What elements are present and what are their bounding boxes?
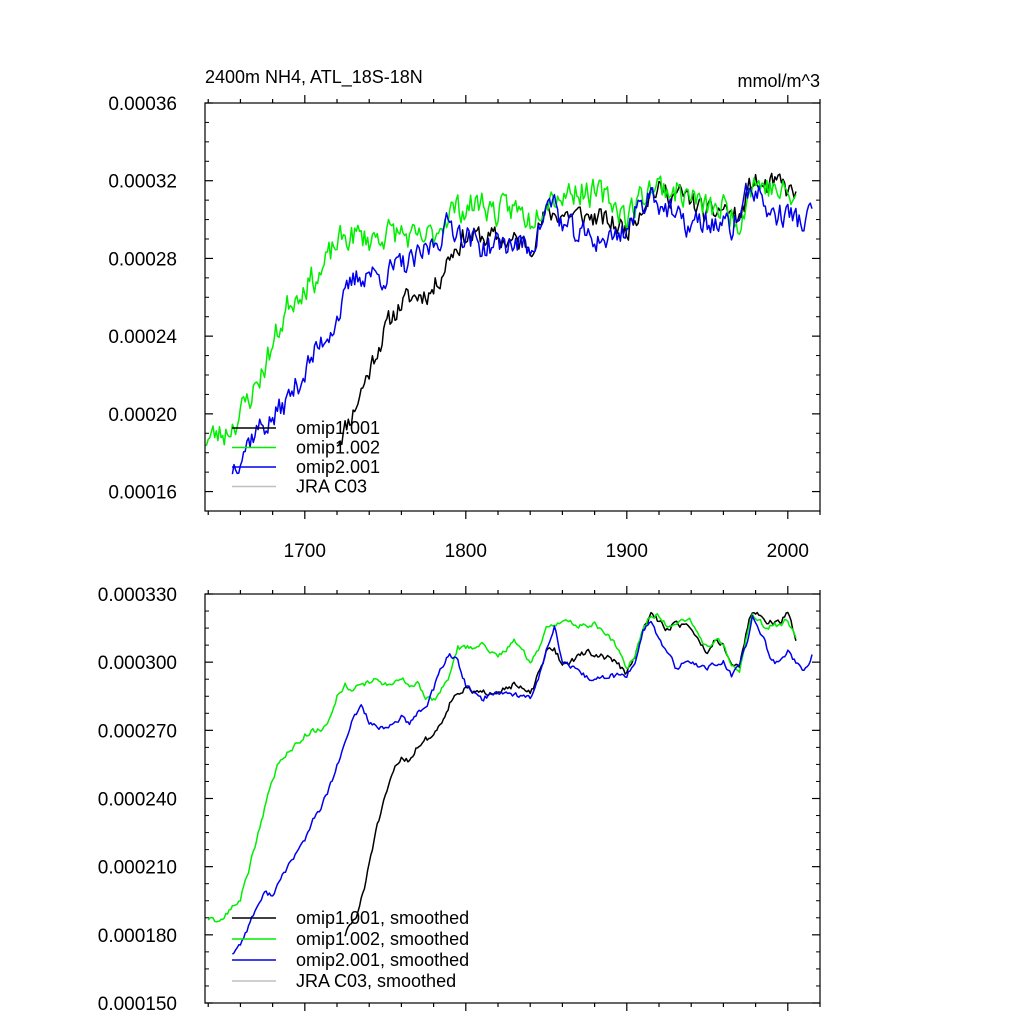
y-tick-label-top: 0.00028 [108,249,177,270]
y-tick-label-top: 0.00024 [108,327,177,348]
y-tick-label-bottom: 0.000150 [98,994,177,1015]
x-tick-label: 1900 [606,541,648,562]
panel-bottom: 0.000150 0.000180 0.000210 0.000240 0.000270… [98,585,821,1015]
legend-label-top: omip1.002 [296,438,380,458]
y-tick-label-bottom: 0.000180 [98,926,177,947]
y-tick-label-bottom: 0.000210 [98,858,177,879]
units-label: mmol/m^3 [738,71,820,91]
chart-title: 2400m NH4, ATL_18S-18N [205,67,423,88]
legend-label-bottom: omip1.002, smoothed [296,929,469,949]
y-tick-label-top: 0.00016 [108,483,177,504]
panel-top: 0.00016 0.00020 0.00024 0.00028 0.00032 0.000… [108,94,821,562]
series-line-omip1-001-bottom [344,611,797,937]
x-tick-label: 1700 [284,541,326,562]
legend-label-top: omip2.001 [296,457,380,477]
plot-frame-top [204,102,821,512]
y-tick-label-bottom: 0.000270 [98,721,177,742]
legend-label-bottom: JRA C03, smoothed [296,971,456,991]
y-tick-label-top: 0.00036 [108,94,177,115]
legend-label-top: omip1.001 [296,418,380,438]
series-line-omip1-002-top [204,175,797,447]
series-line-omip1-002-bottom [207,613,797,923]
y-tick-label-bottom: 0.000300 [98,653,177,674]
legend-label-bottom: omip2.001, smoothed [296,950,469,970]
series-line-omip1-001-top [336,172,797,447]
series-line-omip2-001-top [231,182,813,475]
legend-label-top: JRA C03 [296,477,367,497]
y-tick-label-top: 0.00020 [108,405,177,426]
y-tick-label-bottom: 0.000330 [98,585,177,606]
y-tick-label-top: 0.00032 [108,172,177,193]
legend-label-bottom: omip1.001, smoothed [296,908,469,928]
y-tick-label-bottom: 0.000240 [98,790,177,811]
x-tick-label: 2000 [767,541,809,562]
series-line-omip2-001-bottom [231,615,813,955]
x-tick-label: 1800 [445,541,487,562]
